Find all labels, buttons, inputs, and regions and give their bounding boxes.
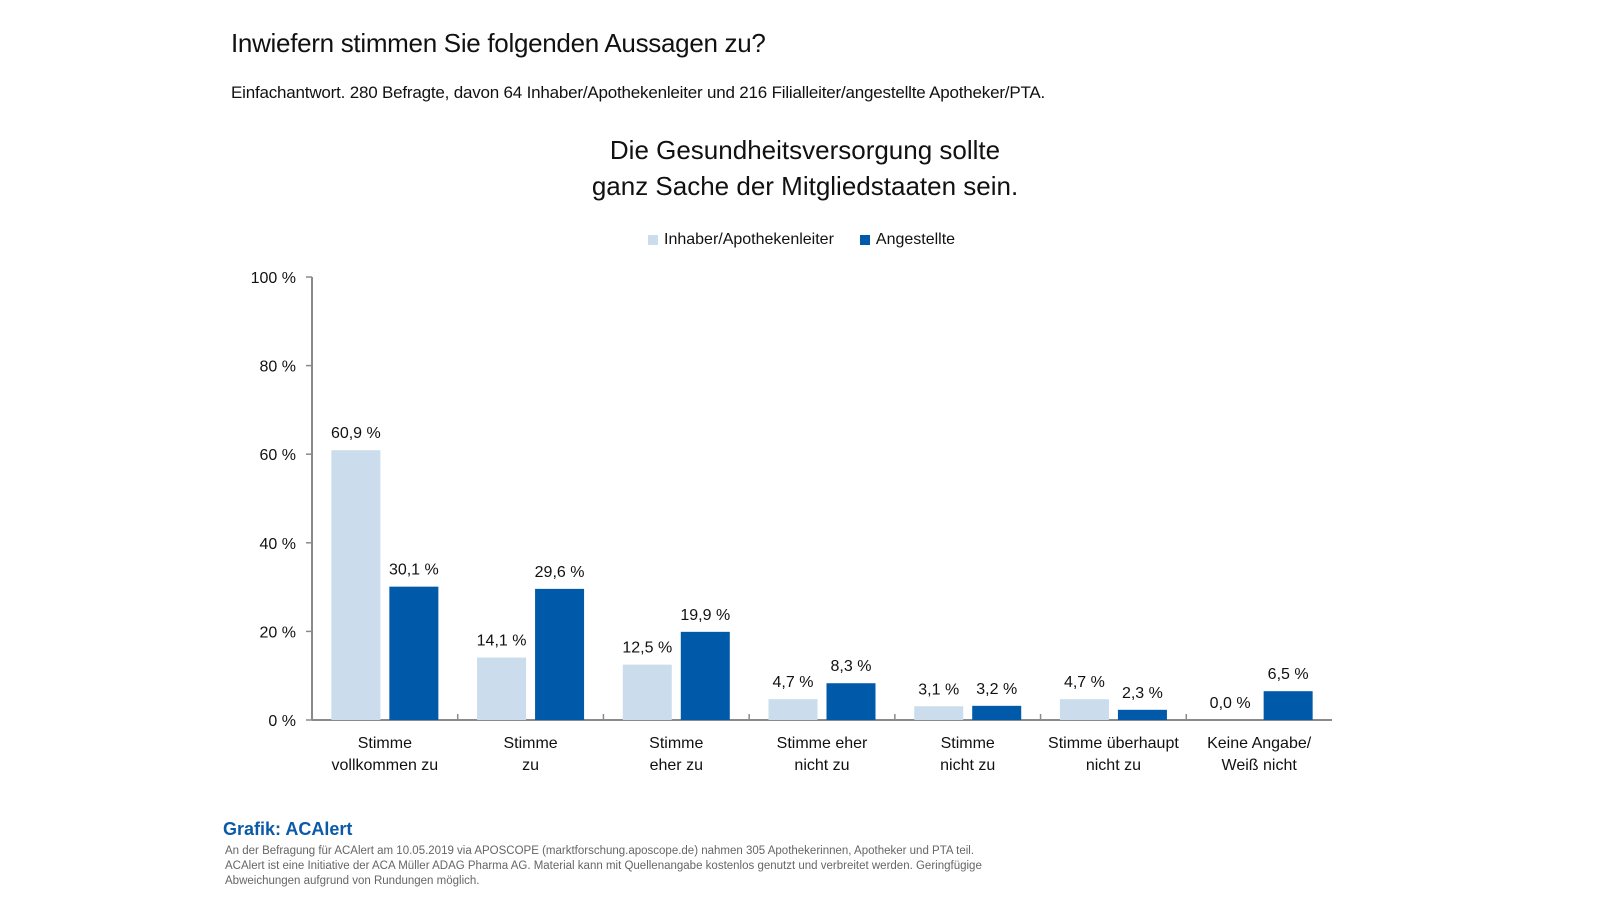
bar-inhaber	[768, 699, 818, 720]
bar-angestellte	[389, 586, 439, 720]
data-label: 0,0 %	[1210, 695, 1251, 712]
data-label: 3,1 %	[918, 681, 959, 698]
x-tick-label: Stimme	[358, 735, 412, 752]
x-tick-label: Keine Angabe/	[1207, 735, 1312, 752]
data-label: 3,2 %	[976, 681, 1017, 698]
data-label: 30,1 %	[389, 562, 439, 579]
bar-angestellte	[972, 705, 1022, 720]
chart-title-line-1: Die Gesundheitsversorgung sollte	[609, 135, 1001, 165]
footer-note: An der Befragung für ACAlert am 10.05.20…	[225, 845, 982, 887]
legend-swatch-inhaber	[648, 235, 658, 245]
data-label: 60,9 %	[331, 425, 381, 442]
bar-angestellte	[680, 631, 730, 720]
legend-label-angestellte: Angestellte	[875, 231, 956, 248]
y-tick-label: 0 %	[268, 713, 296, 730]
x-tick-label: zu	[522, 757, 539, 774]
bar-angestellte	[826, 683, 876, 720]
y-tick-label: 60 %	[260, 447, 296, 464]
data-label: 4,7 %	[773, 674, 814, 691]
bar-inhaber	[1059, 699, 1109, 720]
bar-angestellte	[1117, 709, 1167, 720]
legend-swatch-angestellte	[859, 235, 870, 245]
bar-angestellte	[535, 588, 585, 720]
chart-legend: Inhaber/Apothekenleiter Angestellte	[648, 231, 955, 249]
legend-item-inhaber: Inhaber/Apothekenleiter	[648, 231, 834, 249]
data-label: 29,6 %	[535, 564, 585, 581]
question-title: Inwiefern stimmen Sie folgenden Aussagen…	[231, 28, 766, 58]
bar-inhaber	[331, 450, 381, 720]
data-label: 19,9 %	[680, 607, 730, 624]
y-tick-label: 40 %	[260, 536, 296, 553]
bar-inhaber	[622, 664, 672, 720]
x-tick-label: Stimme überhaupt	[1048, 735, 1179, 752]
x-tick-label: eher zu	[650, 757, 703, 774]
chart-title-line-2: ganz Sache der Mitgliedstaaten sein.	[591, 171, 1019, 201]
x-tick-label: Stimme	[941, 735, 995, 752]
chart-title: Die Gesundheitsversorgung sollte ganz Sa…	[0, 132, 1600, 204]
y-tick-label: 80 %	[260, 359, 296, 376]
data-label: 8,3 %	[831, 658, 872, 675]
x-tick-label: Weiß nicht	[1222, 757, 1298, 774]
bar-inhaber	[477, 657, 527, 720]
bar-inhaber	[914, 706, 964, 720]
data-label: 2,3 %	[1122, 685, 1163, 702]
footer-brand: Grafik: ACAlert	[223, 819, 353, 839]
question-subtitle: Einfachantwort. 280 Befragte, davon 64 I…	[231, 83, 1046, 102]
bar-chart: 0 % 20 % 40 % 60 % 80 % 100 % 60,9 % 30,1 % Stim…	[251, 270, 1332, 774]
bar-angestellte	[1263, 691, 1313, 720]
data-label: 12,5 %	[622, 640, 672, 657]
x-tick-label: nicht zu	[940, 757, 995, 774]
legend-label-inhaber: Inhaber/Apothekenleiter	[664, 231, 834, 248]
data-label: 4,7 %	[1064, 674, 1105, 691]
x-tick-label: vollkommen zu	[332, 757, 439, 774]
y-tick-label: 20 %	[260, 624, 296, 641]
y-tick-label: 100 %	[251, 270, 296, 287]
x-tick-label: Stimme	[503, 735, 557, 752]
x-tick-label: nicht zu	[794, 757, 849, 774]
x-tick-label: Stimme	[649, 735, 703, 752]
x-tick-label: nicht zu	[1086, 757, 1141, 774]
x-tick-label: Stimme eher	[777, 735, 868, 752]
legend-item-angestellte: Angestellte	[859, 231, 956, 249]
data-label: 6,5 %	[1268, 666, 1309, 683]
data-label: 14,1 %	[477, 633, 527, 650]
